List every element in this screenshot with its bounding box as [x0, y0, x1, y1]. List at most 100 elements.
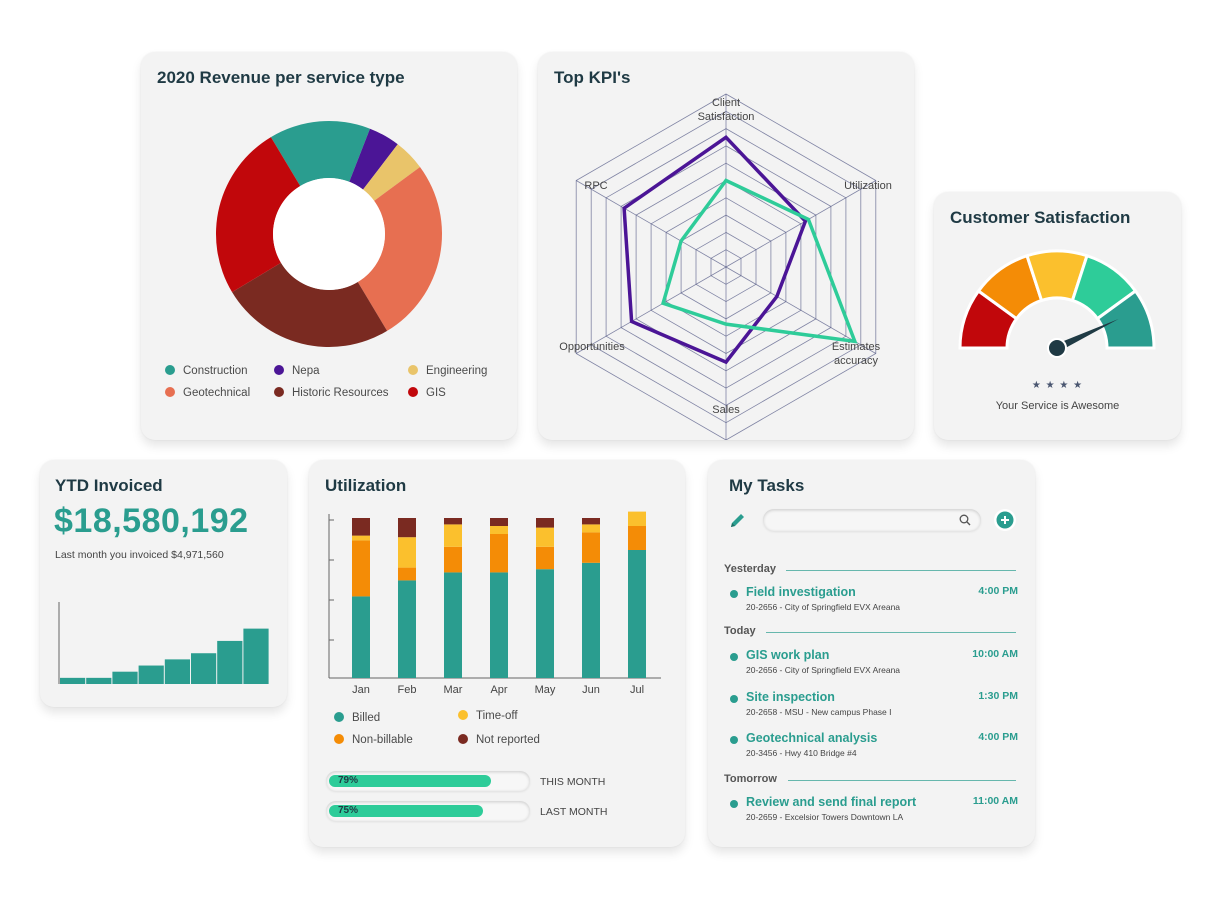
bar-segment-billed: [628, 550, 646, 678]
legend-time-off: Time-off: [458, 710, 518, 722]
task-title: Site inspection: [746, 690, 835, 704]
radar-spoke: [725, 266, 877, 354]
bar-segment-time-off: [444, 524, 462, 547]
donut-slice-geotechnical: [357, 167, 442, 331]
ytd-bar: [86, 677, 112, 684]
gauge-needle: [1055, 319, 1119, 352]
bar-segment-time-off: [536, 527, 554, 547]
bar-segment-billed: [398, 580, 416, 678]
section-divider: [766, 632, 1016, 633]
progress-percent: 75%: [338, 805, 359, 816]
task-bullet: [730, 736, 738, 744]
radar-axis-label: Utilization: [844, 180, 892, 192]
ytd-bar-chart: [58, 602, 269, 684]
progress-percent: 79%: [338, 775, 359, 786]
radar-axis-label: Sales: [712, 404, 740, 416]
task-search-input[interactable]: [763, 509, 981, 531]
bar-segment-time-off: [352, 535, 370, 541]
task-item[interactable]: Site inspection 20-2658 - MSU - New camp…: [730, 690, 1018, 720]
task-item[interactable]: Review and send final report 20-2659 - E…: [730, 795, 1018, 825]
bar-segment-not-reported: [398, 518, 416, 538]
ytd-bar: [191, 653, 217, 684]
progress-this-month: 79%: [326, 771, 530, 791]
legend-engineering: Engineering: [408, 365, 487, 377]
revenue-title: 2020 Revenue per service type: [157, 68, 405, 87]
rating-stars: ★ ★ ★ ★: [1031, 380, 1084, 391]
gauge-segments: [958, 249, 1156, 350]
x-tick-label: Jun: [582, 684, 600, 696]
radar-grid: [575, 93, 877, 440]
task-time: 4:00 PM: [978, 731, 1018, 743]
radar-axis-label: RPC: [584, 180, 607, 192]
tasks-title: My Tasks: [729, 476, 805, 495]
task-item[interactable]: Field investigation 20-2656 - City of Sp…: [730, 585, 1018, 615]
ytd-bar: [60, 677, 86, 684]
bar-segment-time-off: [582, 524, 600, 533]
kpi-card: Top KPI's Client Satisfaction Utilization E…: [538, 52, 914, 440]
satisfaction-gauge: [958, 249, 1156, 358]
radar-axis-label: Opportunities: [559, 341, 625, 353]
x-tick-label: Apr: [490, 684, 507, 696]
progress-last-month: 75%: [326, 801, 530, 821]
ytd-bar: [217, 640, 243, 684]
ytd-bar: [138, 665, 164, 684]
x-tick-label: Feb: [398, 684, 417, 696]
progress-fill: [329, 775, 491, 787]
donut-slice-nepa: [349, 128, 398, 190]
radar-axis-label: Client Satisfaction: [698, 97, 755, 123]
x-tick-label: Jan: [352, 684, 370, 696]
bar-segment-billed: [582, 562, 600, 678]
legend-billed: Billed: [334, 712, 380, 724]
gauge-hub: [1047, 338, 1067, 358]
section-today: Today: [724, 625, 756, 637]
section-yesterday: Yesterday: [724, 563, 776, 575]
legend-swatch: [274, 387, 284, 397]
legend-historic-resources: Historic Resources: [274, 387, 389, 399]
legend-swatch: [458, 734, 468, 744]
bar-segment-not-reported: [352, 518, 370, 536]
search-icon[interactable]: [959, 514, 971, 526]
donut-slices: [215, 121, 442, 347]
bar-segment-non-billable: [536, 546, 554, 570]
task-project: 20-2656 - City of Springfield EVX Areana: [746, 665, 901, 675]
radar-axis-label: Estimates accuracy: [832, 341, 881, 367]
radar-spoke: [575, 266, 727, 354]
bar-segment-non-billable: [444, 546, 462, 573]
donut-slice-gis: [215, 137, 301, 293]
task-bullet: [730, 800, 738, 808]
legend-swatch: [334, 712, 344, 722]
legend-not-reported: Not reported: [458, 734, 540, 746]
bar-segment-non-billable: [352, 540, 370, 597]
bar-segment-non-billable: [628, 526, 646, 550]
legend-nepa: Nepa: [274, 365, 320, 377]
ytd-bar: [112, 671, 138, 684]
legend-swatch: [334, 734, 344, 744]
utilization-title: Utilization: [325, 476, 407, 495]
bar-segment-not-reported: [536, 518, 554, 528]
task-project: 20-2656 - City of Springfield EVX Areana: [746, 602, 901, 612]
legend-construction: Construction: [165, 365, 248, 377]
donut-hole: [273, 178, 385, 290]
satisfaction-card: Customer Satisfaction ★ ★ ★ ★ Your Servi…: [934, 192, 1181, 440]
section-divider: [786, 570, 1016, 571]
utilization-stacked-bar-chart: Jan Feb Mar Apr May Jun Jul: [328, 511, 661, 696]
bar-segment-billed: [536, 569, 554, 678]
task-time: 4:00 PM: [978, 585, 1018, 597]
ytd-bar: [243, 628, 269, 684]
revenue-donut-chart: [215, 121, 442, 347]
satisfaction-caption: Your Service is Awesome: [995, 400, 1120, 412]
ytd-card: YTD Invoiced $18,580,192 Last month you …: [40, 460, 287, 707]
bar-segment-time-off: [490, 526, 508, 534]
pencil-icon[interactable]: [728, 511, 748, 531]
x-tick-label: Jul: [630, 684, 644, 696]
task-title: Review and send final report: [746, 795, 917, 809]
radar-spoke: [725, 180, 877, 268]
donut-slice-historic-resources: [232, 262, 388, 347]
revenue-card: 2020 Revenue per service type Constructi…: [141, 52, 517, 440]
progress-fill: [329, 805, 483, 817]
add-task-button[interactable]: [993, 508, 1017, 532]
task-item[interactable]: GIS work plan 20-2656 - City of Springfi…: [730, 648, 1018, 678]
task-item[interactable]: Geotechnical analysis 20-3456 - Hwy 410 …: [730, 731, 1018, 761]
task-time: 1:30 PM: [978, 690, 1018, 702]
legend-swatch: [165, 365, 175, 375]
